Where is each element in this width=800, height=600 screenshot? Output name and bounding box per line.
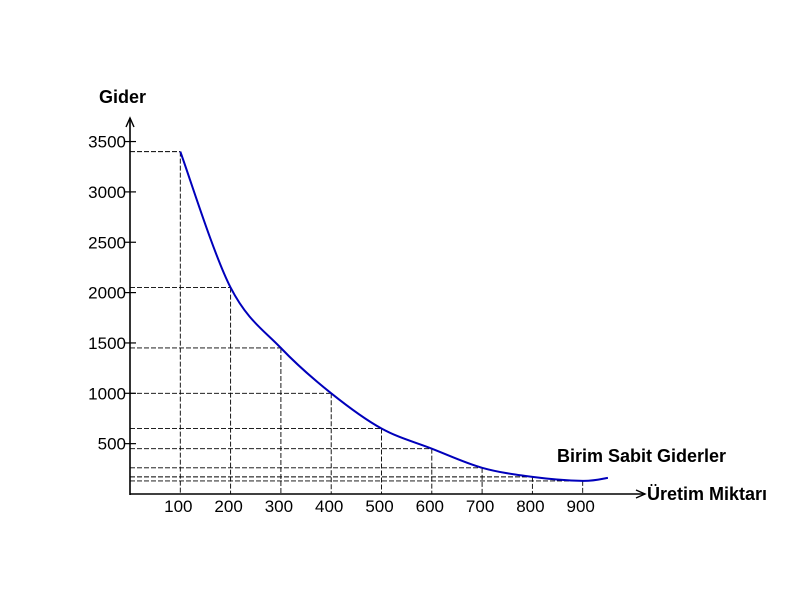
y-tick-label: 2500 — [88, 233, 126, 252]
y-tick-label: 2000 — [88, 284, 126, 303]
x-tick-label: 900 — [567, 497, 595, 516]
x-tick-label: 700 — [466, 497, 494, 516]
x-tick-label: 400 — [315, 497, 343, 516]
x-axis-arrow-icon — [635, 489, 647, 499]
y-axis-title: Gider — [99, 87, 146, 107]
y-tick-label: 3000 — [88, 183, 126, 202]
y-ticks: 500 1000 1500 2000 2500 3000 3500 — [88, 133, 136, 454]
y-tick-label: 500 — [98, 435, 126, 454]
guide-lines — [130, 151, 584, 494]
y-tick-label: 1500 — [88, 334, 126, 353]
x-tick-label: 300 — [265, 497, 293, 516]
y-axis-arrow-icon — [125, 116, 135, 128]
x-axis-title: Üretim Miktarı — [647, 484, 767, 504]
x-tick-label: 100 — [164, 497, 192, 516]
x-tick-label: 500 — [365, 497, 393, 516]
y-tick-label: 1000 — [88, 384, 126, 403]
x-tick-label: 600 — [416, 497, 444, 516]
x-tick-label: 800 — [516, 497, 544, 516]
y-tick-label: 3500 — [88, 133, 126, 152]
x-ticks: 100 200 300 400 500 600 700 800 900 — [164, 497, 595, 516]
series-label: Birim Sabit Giderler — [557, 446, 726, 466]
axes — [125, 116, 647, 499]
series-line — [179, 151, 609, 482]
x-tick-label: 200 — [214, 497, 242, 516]
